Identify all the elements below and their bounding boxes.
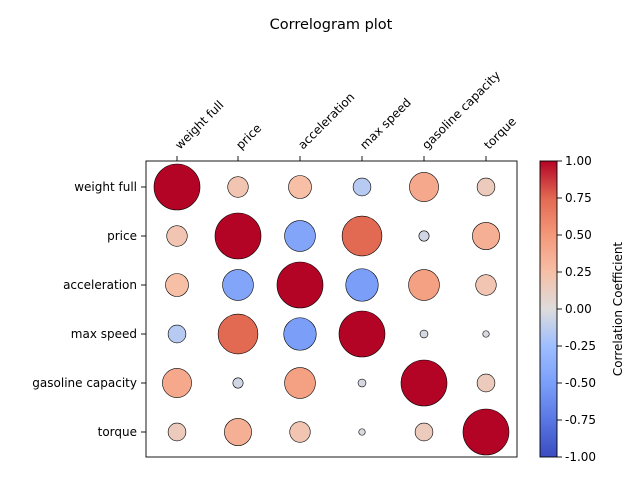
y-tick-label-torque: torque [98, 425, 137, 439]
correlation-circle-gasoline-capacity-acceleration [284, 367, 316, 399]
correlation-circle-acceleration-weight-full [165, 273, 189, 297]
plot-frame [145, 160, 518, 458]
x-tick-label-price: price [233, 121, 264, 152]
correlation-circle-torque-gasoline-capacity [414, 422, 434, 442]
correlation-circle-torque-price [224, 418, 252, 446]
correlation-circle-max-speed-acceleration [283, 317, 317, 351]
colorbar-tick-label: 0.75 [565, 191, 592, 205]
colorbar-tick-label: 0.50 [565, 228, 592, 242]
colorbar-tick-label: 0.25 [565, 265, 592, 279]
correlation-circle-torque-acceleration [289, 421, 311, 443]
y-tick-label-acceleration: acceleration [63, 278, 137, 292]
correlation-circle-acceleration-gasoline-capacity [408, 269, 440, 301]
correlation-circle-torque-weight-full [167, 422, 187, 442]
chart-title: Correlogram plot [270, 17, 393, 33]
correlation-circle-price-weight-full [166, 225, 188, 247]
colorbar-tick-label: 1.00 [565, 154, 592, 168]
y-tick-label-weight-full: weight full [74, 180, 137, 194]
correlation-circle-price-torque [472, 222, 500, 250]
correlation-circle-torque-max-speed [358, 428, 366, 436]
y-tick-label-gasoline-capacity: gasoline capacity [32, 376, 137, 390]
correlation-circle-price-price [214, 212, 262, 260]
correlation-circle-max-speed-torque [482, 330, 490, 338]
correlation-circle-price-gasoline-capacity [418, 230, 430, 242]
x-tick-label-torque: torque [481, 114, 519, 152]
correlation-circle-price-acceleration [284, 220, 316, 252]
x-tick-label-max-speed: max speed [357, 95, 414, 152]
correlation-circle-gasoline-capacity-torque [476, 373, 496, 393]
x-tick-label-weight-full: weight full [172, 98, 226, 152]
correlation-circle-weight-full-gasoline-capacity [409, 172, 439, 202]
correlation-circle-acceleration-price [222, 269, 254, 301]
correlation-circle-weight-full-price [227, 176, 249, 198]
colorbar-tick-label: -0.75 [565, 413, 596, 427]
correlation-circle-gasoline-capacity-max-speed [357, 378, 367, 388]
x-tick-label-acceleration: acceleration [295, 90, 357, 152]
correlation-circle-price-max-speed [341, 215, 383, 257]
colorbar-tick-label: -1.00 [565, 450, 596, 464]
colorbar-tick-label: -0.25 [565, 339, 596, 353]
colorbar-label: Correlation Coefficient [611, 242, 625, 377]
correlation-matrix [153, 163, 510, 456]
colorbar [539, 160, 558, 458]
correlation-circle-weight-full-weight-full [153, 163, 201, 211]
correlation-circle-acceleration-torque [475, 274, 497, 296]
x-axis-ticks: weight full price acceleration max speed gas… [172, 68, 519, 161]
colorbar-tick-label: -0.50 [565, 376, 596, 390]
correlation-circle-acceleration-acceleration [276, 261, 324, 309]
correlation-circle-gasoline-capacity-price [232, 377, 244, 389]
y-tick-label-max-speed: max speed [71, 327, 137, 341]
correlation-circle-gasoline-capacity-gasoline-capacity [400, 359, 448, 407]
correlation-circle-max-speed-weight-full [167, 324, 187, 344]
correlation-circle-torque-torque [462, 408, 510, 456]
correlation-circle-weight-full-max-speed [352, 177, 372, 197]
colorbar-tick-label: 0.00 [565, 302, 592, 316]
correlation-circle-weight-full-torque [476, 177, 496, 197]
colorbar-ticks: -1.00 -0.75 -0.50 -0.25 0.00 0.25 0.50 0.75 1.00 [557, 154, 596, 464]
y-tick-label-price: price [107, 229, 137, 243]
correlation-circle-weight-full-acceleration [288, 175, 312, 199]
correlation-circle-max-speed-max-speed [338, 310, 386, 358]
correlation-circle-acceleration-max-speed [345, 268, 379, 302]
y-axis-ticks: weight full price acceleration max speed gas… [32, 180, 146, 439]
correlation-circle-max-speed-price [217, 313, 259, 355]
correlation-circle-gasoline-capacity-weight-full [162, 368, 192, 398]
correlation-circle-max-speed-gasoline-capacity [419, 329, 429, 339]
